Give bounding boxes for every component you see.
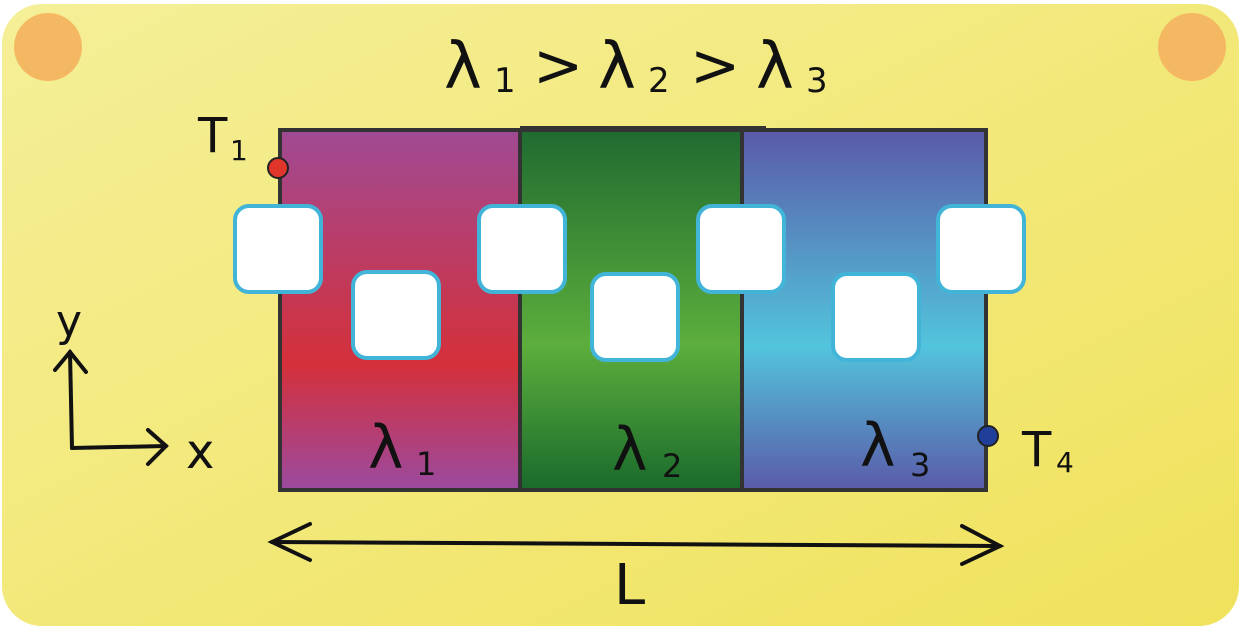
temperature-point-t4: T 4 [977, 422, 1074, 479]
t4-dot [977, 425, 999, 447]
hole-6 [831, 272, 921, 362]
title-lambda-2: λ [598, 30, 636, 104]
y-axis-line [68, 350, 74, 450]
length-arrow-right-head [960, 524, 1005, 566]
x-axis-label: x [186, 424, 214, 480]
corner-dot-left [14, 13, 82, 81]
t1-letter: T [197, 108, 228, 164]
hole-3 [477, 204, 567, 294]
layer-label-1: λ 1 [368, 413, 436, 483]
length-arrow-left-head [267, 522, 312, 562]
length-arrow-shaft [270, 540, 1002, 548]
holes [233, 204, 1026, 362]
x-axis-arrowhead [146, 428, 169, 466]
t1-dot [267, 157, 289, 179]
hole-7 [936, 204, 1026, 294]
title-gt-2: > [690, 31, 740, 101]
hole-4 [590, 272, 680, 362]
axes [53, 348, 169, 466]
length-label: L [614, 553, 645, 618]
hole-1 [233, 204, 323, 294]
t1-subscript: 1 [230, 134, 248, 167]
title: λ 1 > λ 2 > λ 3 [444, 30, 828, 104]
layer-label-1-symbol: λ [368, 413, 404, 483]
title-subscript-2: 2 [648, 61, 670, 101]
title-lambda-1: λ [444, 30, 482, 104]
title-subscript-3: 3 [806, 61, 828, 101]
y-axis-arrowhead [53, 348, 88, 374]
y-axis-label: y [56, 296, 82, 347]
layer-label-2-subscript: 2 [662, 447, 682, 485]
layer-label-3-symbol: λ [860, 411, 896, 481]
hole-2 [351, 270, 441, 360]
title-subscript-1: 1 [494, 61, 516, 101]
layer-label-2: λ 2 [612, 415, 682, 485]
title-gt-1: > [533, 31, 583, 101]
length-arrow [267, 522, 1005, 566]
hole-5 [696, 204, 786, 294]
layer-label-3: λ 3 [860, 411, 930, 484]
title-lambda-3: λ [756, 30, 794, 104]
layer-label-2-symbol: λ [612, 415, 648, 485]
corner-dot-right [1158, 13, 1226, 81]
layer-label-3-subscript: 3 [910, 446, 930, 484]
layer-outlines [278, 126, 988, 492]
t4-subscript: 4 [1056, 446, 1074, 479]
layer-label-1-subscript: 1 [416, 445, 436, 483]
temperature-point-t1: T 1 [197, 108, 289, 179]
x-axis-line [70, 444, 168, 450]
t4-letter: T [1021, 422, 1052, 478]
